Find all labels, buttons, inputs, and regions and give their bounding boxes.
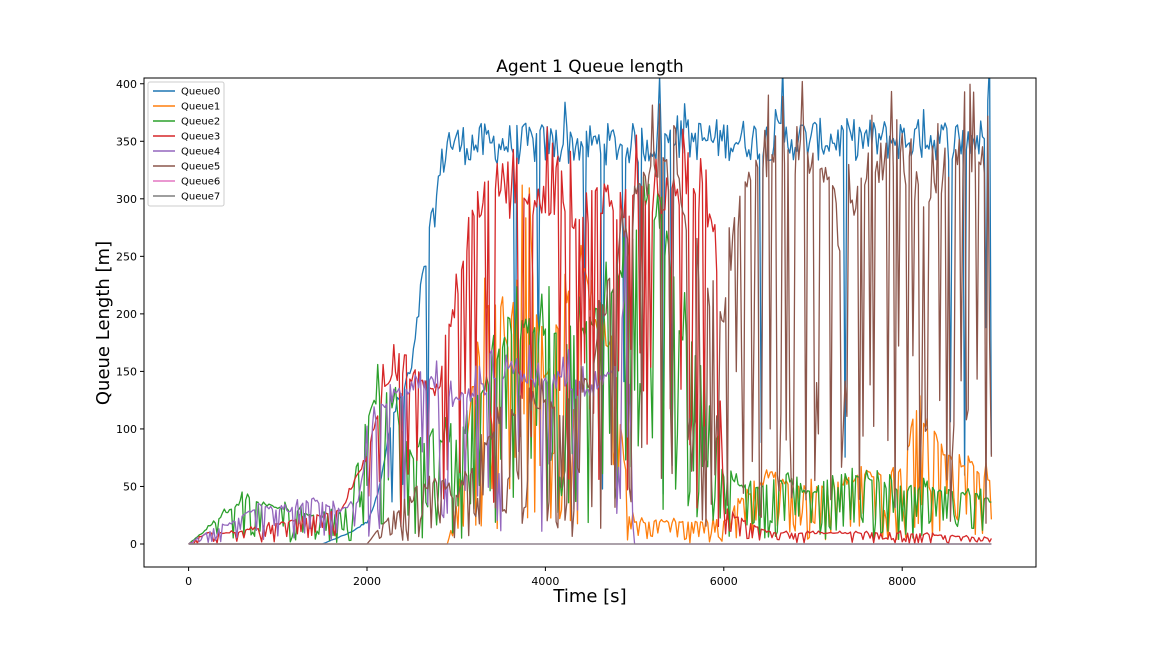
y-tick-label: 50: [123, 480, 137, 493]
x-axis-title: Time [s]: [552, 586, 626, 607]
legend-label: Queue4: [181, 147, 220, 158]
x-tick-label: 2000: [353, 575, 381, 588]
legend-label: Queue5: [181, 162, 220, 173]
x-tick-label: 6000: [710, 575, 738, 588]
y-tick-label: 0: [130, 538, 137, 551]
legend-label: Queue3: [181, 132, 220, 143]
legend-box: [147, 81, 225, 207]
legend-label: Queue1: [181, 102, 220, 113]
x-axis: 0 2000 4000 6000 8000: [185, 567, 916, 588]
x-tick-label: 8000: [888, 575, 916, 588]
y-tick-label: 400: [116, 78, 137, 91]
y-axis: 0 50 100 150 200 250 300 350 400: [116, 78, 144, 551]
x-tick-label: 4000: [531, 575, 559, 588]
series-line-queue2: [188, 176, 992, 545]
y-tick-label: 300: [116, 193, 137, 206]
legend-label: Queue7: [181, 192, 220, 203]
y-tick-label: 150: [116, 365, 137, 378]
x-tick-label: 0: [185, 575, 192, 588]
plot-frame: [143, 77, 1037, 568]
legend-label: Queue2: [181, 117, 220, 128]
y-tick-label: 200: [116, 308, 137, 321]
chart-title: Agent 1 Queue length: [496, 57, 683, 77]
y-tick-label: 350: [116, 135, 137, 148]
series-layer: [188, 78, 993, 545]
y-tick-label: 100: [116, 423, 137, 436]
legend-label: Queue6: [181, 177, 220, 188]
legend: Queue0 Queue1 Queue2 Queue3 Queue4 Queue5 Queu…: [147, 81, 225, 207]
legend-label: Queue0: [181, 87, 220, 98]
y-tick-label: 250: [116, 250, 137, 263]
y-axis-title: Queue Length [m]: [93, 241, 114, 405]
